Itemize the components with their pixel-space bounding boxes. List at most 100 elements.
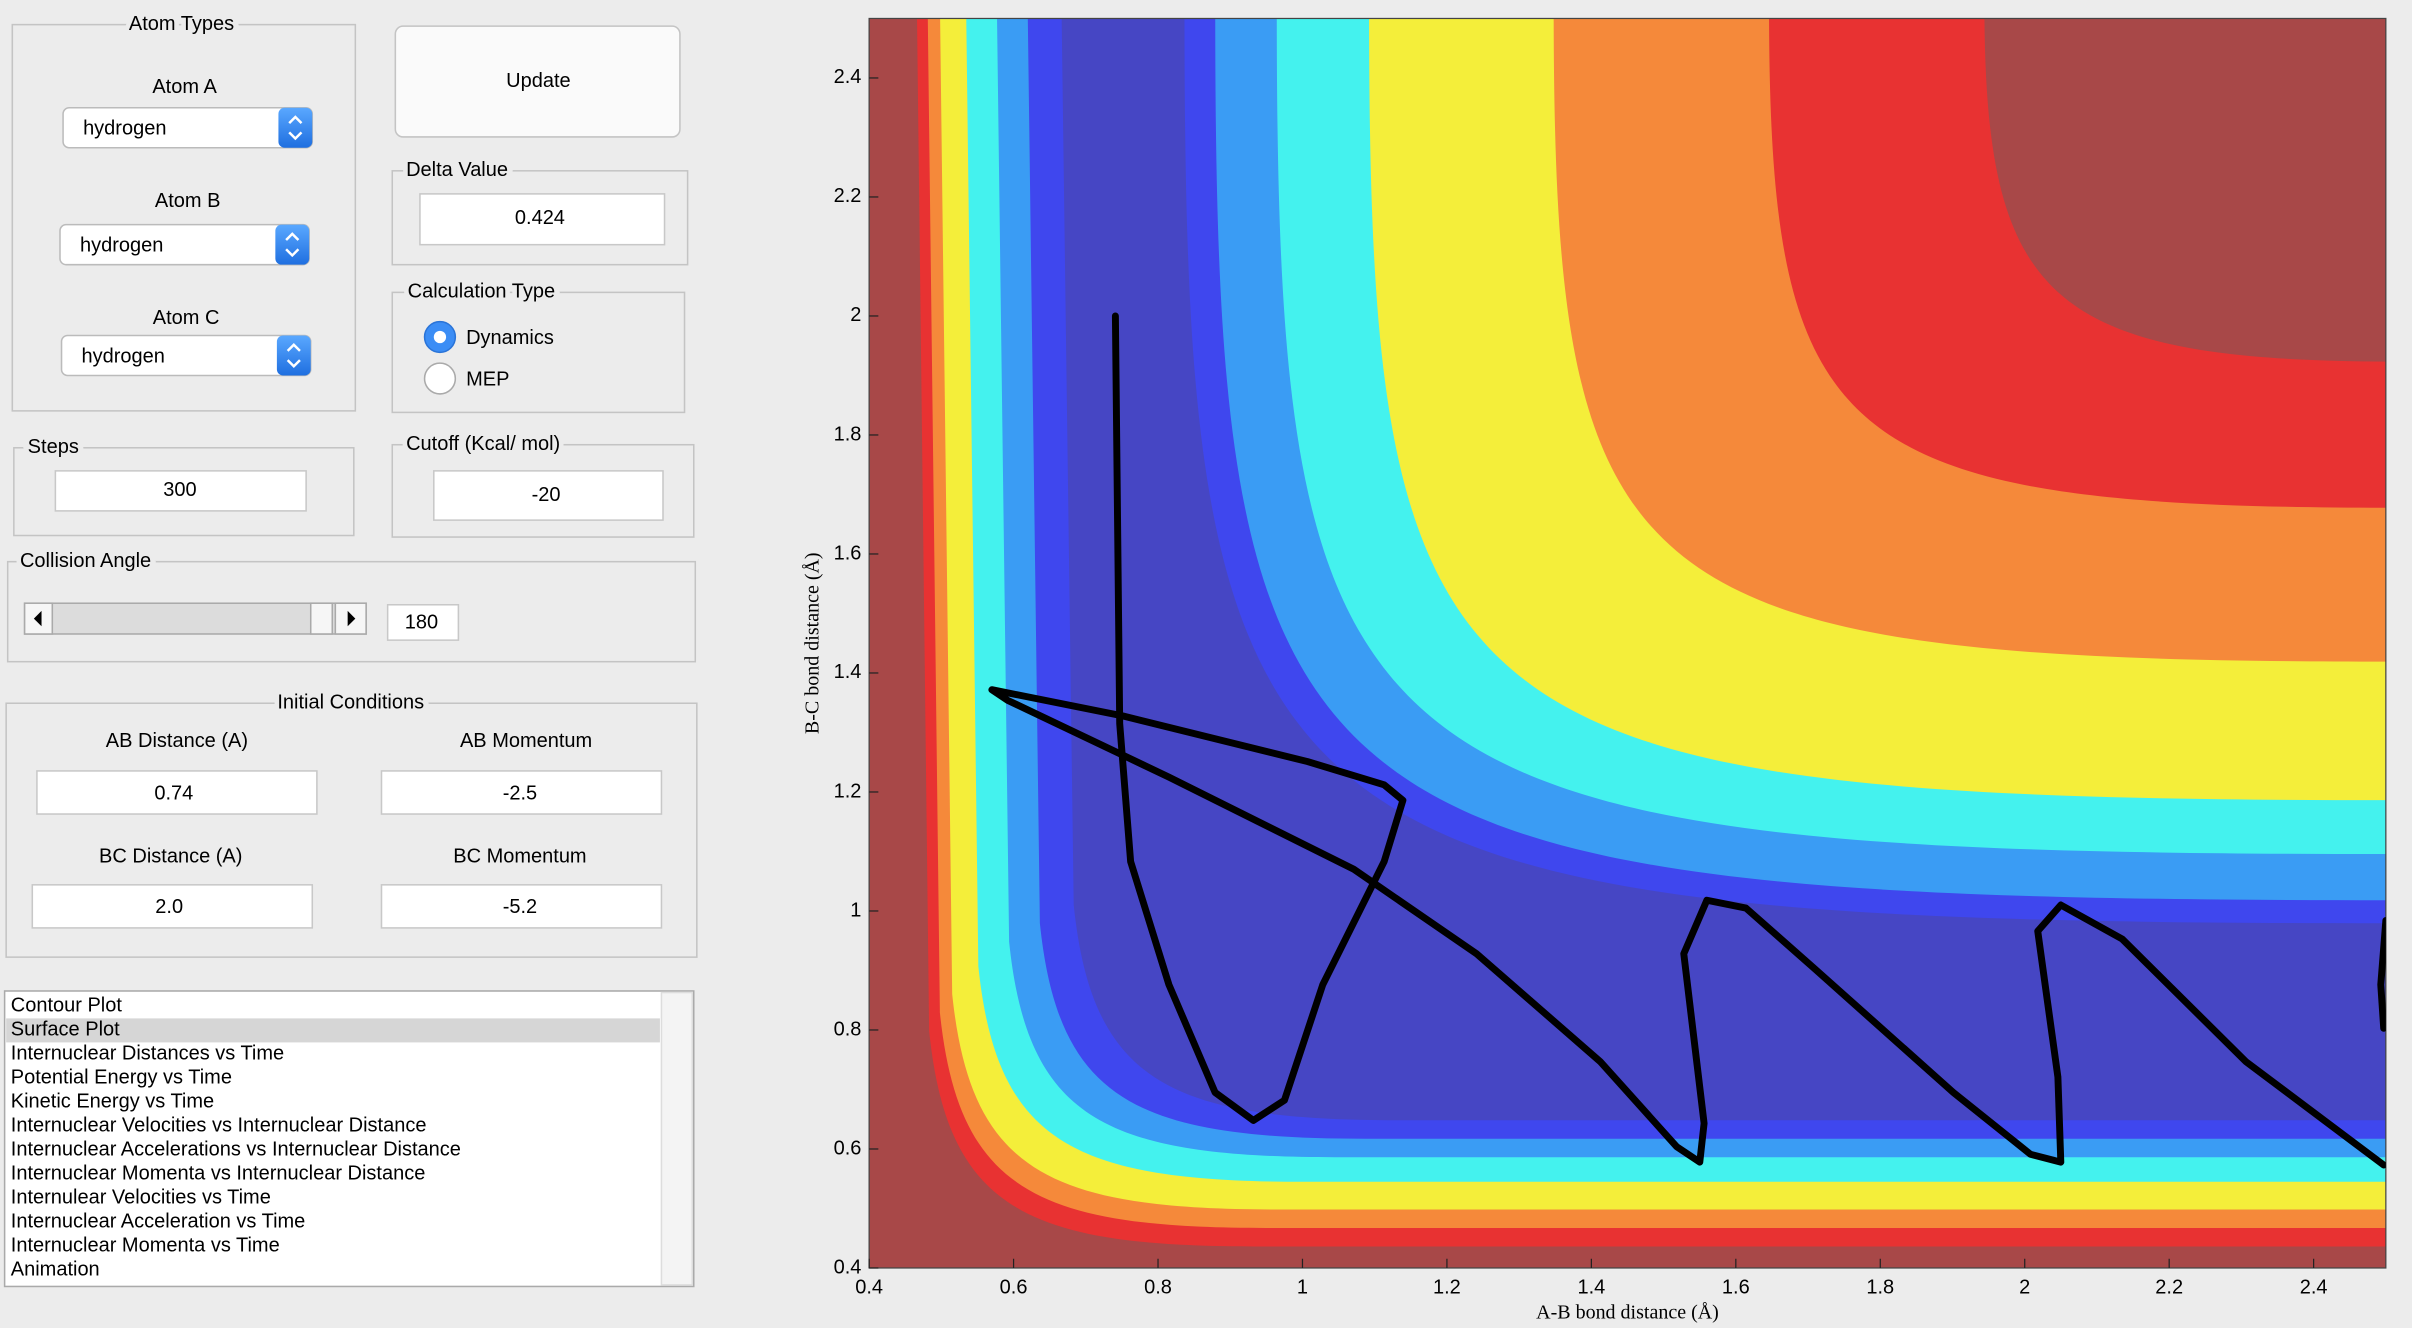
list-item[interactable]: Internulear Velocities vs Time xyxy=(11,1187,271,1209)
panel-title: Cutoff (Kcal/ mol) xyxy=(406,433,560,455)
popup-arrow[interactable] xyxy=(275,224,310,265)
y-tick-label: 0.4 xyxy=(834,1256,862,1278)
y-tick-label: 1.4 xyxy=(834,661,862,683)
panel-title: Delta Value xyxy=(406,159,508,181)
field-value: -20 xyxy=(532,484,561,506)
y-tick-label: 1.2 xyxy=(834,780,862,802)
field-value: -5.2 xyxy=(503,896,537,918)
field-label: AB Momentum xyxy=(460,730,592,752)
list-item[interactable]: Internuclear Momenta vs Internuclear Dis… xyxy=(11,1163,426,1185)
field-value: 300 xyxy=(163,479,196,501)
y-tick-label: 2 xyxy=(850,304,861,326)
calc-type-panel xyxy=(391,291,686,414)
atom-popup[interactable]: hydrogen xyxy=(62,106,314,149)
x-tick-label: 0.4 xyxy=(855,1276,883,1298)
collision-angle-panel xyxy=(6,560,697,663)
field-label: AB Distance (A) xyxy=(106,730,248,752)
field-value: 180 xyxy=(405,612,438,634)
arrow-icon xyxy=(347,610,356,627)
arrow-icon xyxy=(33,610,42,627)
y-tick-label: 1.8 xyxy=(834,423,862,445)
delta-field[interactable] xyxy=(419,193,666,246)
list-item[interactable]: Internuclear Momenta vs Time xyxy=(11,1235,280,1257)
delta-panel xyxy=(391,170,689,266)
steps-field[interactable] xyxy=(54,470,307,512)
y-tick-label: 0.6 xyxy=(834,1137,862,1159)
list-item[interactable]: Internuclear Velocities vs Internuclear … xyxy=(11,1115,427,1137)
x-tick-label: 1.2 xyxy=(1433,1276,1461,1298)
radio-label: MEP xyxy=(466,368,509,390)
popup-arrow[interactable] xyxy=(278,107,313,148)
list-item[interactable]: Internuclear Accelerations vs Internucle… xyxy=(11,1139,461,1161)
ic-field[interactable] xyxy=(380,884,663,929)
field-value: -2.5 xyxy=(503,782,537,804)
angle-field[interactable] xyxy=(386,603,460,641)
popup-chevron xyxy=(288,115,303,141)
x-tick-label: 1.6 xyxy=(1722,1276,1750,1298)
radio-label: Dynamics xyxy=(466,327,554,349)
atom-label: Atom A xyxy=(152,76,217,98)
list-item[interactable]: Potential Energy vs Time xyxy=(11,1067,232,1089)
popup-value: hydrogen xyxy=(82,345,165,367)
field-value: 0.74 xyxy=(154,782,193,804)
cutoff-field[interactable] xyxy=(433,470,664,521)
initial-conditions-panel xyxy=(5,702,698,958)
panel-title: Initial Conditions xyxy=(277,692,424,714)
field-label: BC Distance (A) xyxy=(99,845,242,867)
x-axis-label: A-B bond distance (Å) xyxy=(1536,1302,1719,1324)
slider[interactable] xyxy=(23,602,367,635)
field-value: 2.0 xyxy=(155,896,183,918)
y-tick-label: 2.2 xyxy=(834,185,862,207)
ic-field[interactable] xyxy=(31,884,314,929)
surface xyxy=(869,18,2386,1268)
ic-field[interactable] xyxy=(36,770,318,815)
y-tick-label: 2.4 xyxy=(834,66,862,88)
atom-popup[interactable]: hydrogen xyxy=(60,334,312,377)
list-item[interactable]: Internuclear Acceleration vs Time xyxy=(11,1211,306,1233)
popup-value: hydrogen xyxy=(80,234,163,256)
y-tick-label: 1.6 xyxy=(834,542,862,564)
cutoff-panel xyxy=(391,443,695,538)
atom-types-panel xyxy=(11,23,357,412)
popup-chevron xyxy=(286,342,301,368)
button-label: Update xyxy=(506,70,570,92)
popup-value: hydrogen xyxy=(83,118,166,140)
list-item[interactable]: Contour Plot xyxy=(11,995,123,1017)
selection-highlight xyxy=(6,1018,660,1043)
list-item[interactable]: Internuclear Distances vs Time xyxy=(11,1043,284,1065)
steps-panel xyxy=(13,447,355,537)
x-tick-label: 1.8 xyxy=(1866,1276,1894,1298)
x-tick-label: 2.4 xyxy=(2300,1276,2328,1298)
list-item[interactable]: Animation xyxy=(11,1259,100,1281)
list-item[interactable]: Kinetic Energy vs Time xyxy=(11,1091,214,1113)
panel-title: Collision Angle xyxy=(20,550,151,572)
x-tick-label: 2.2 xyxy=(2155,1276,2183,1298)
panel-title: Calculation Type xyxy=(408,281,555,303)
atom-popup[interactable]: hydrogen xyxy=(59,223,310,266)
radio-button[interactable] xyxy=(423,362,457,395)
x-tick-label: 2 xyxy=(2019,1276,2030,1298)
x-tick-label: 1.4 xyxy=(1577,1276,1605,1298)
popup-chevron xyxy=(285,232,300,258)
y-axis-label: B-C bond distance (Å) xyxy=(801,552,823,734)
field-value: 0.424 xyxy=(515,207,565,229)
trajectory xyxy=(988,312,2386,1169)
scrollbar[interactable] xyxy=(660,991,693,1286)
y-tick-label: 0.8 xyxy=(834,1018,862,1040)
ic-field[interactable] xyxy=(380,770,663,815)
x-tick-label: 1 xyxy=(1297,1276,1308,1298)
y-tick-label: 1 xyxy=(850,899,861,921)
slider-thumb[interactable] xyxy=(309,602,334,635)
atom-label: Atom C xyxy=(153,307,220,329)
slider-track[interactable] xyxy=(23,602,367,635)
x-tick-label: 0.6 xyxy=(1000,1276,1028,1298)
x-tick-label: 0.8 xyxy=(1144,1276,1172,1298)
panel-title: Atom Types xyxy=(129,13,234,35)
list-item[interactable]: Surface Plot xyxy=(11,1019,120,1041)
update-button[interactable] xyxy=(394,25,681,138)
radio-dot xyxy=(433,330,447,344)
field-label: BC Momentum xyxy=(453,845,586,867)
popup-arrow[interactable] xyxy=(276,335,311,376)
panel-title: Steps xyxy=(28,436,79,458)
